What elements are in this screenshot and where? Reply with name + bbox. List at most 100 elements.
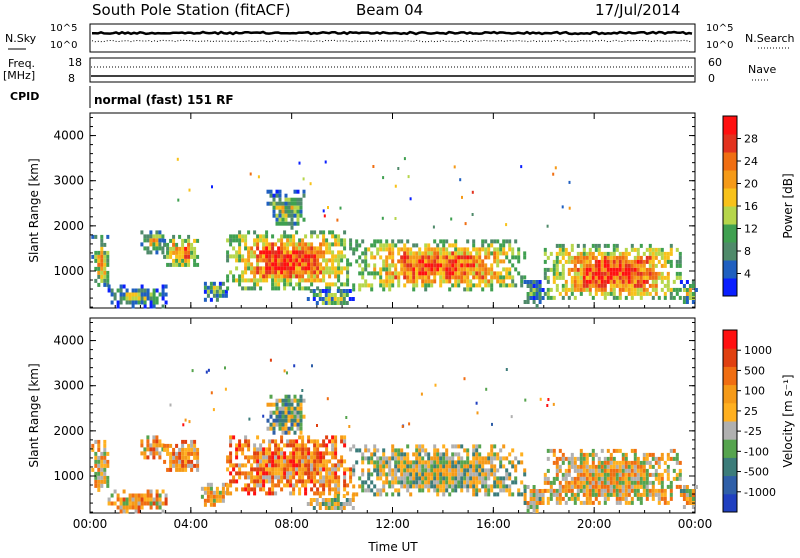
echo-cell xyxy=(685,489,689,493)
echo-cell xyxy=(412,484,416,489)
echo-cell xyxy=(280,262,284,267)
echo-cell xyxy=(633,452,637,457)
echo-cell xyxy=(594,255,598,260)
echo-cell xyxy=(400,472,404,477)
echo-cell xyxy=(146,455,150,460)
echo-cell xyxy=(373,275,377,280)
echo-cell xyxy=(379,243,383,248)
echo-cell xyxy=(290,426,294,431)
echo-cell xyxy=(161,501,165,506)
echo-cell xyxy=(134,292,138,297)
echo-cell xyxy=(172,447,176,452)
echo-cell xyxy=(283,443,287,448)
echo-cell xyxy=(520,279,524,284)
echo-cell xyxy=(328,483,332,488)
echo-cell xyxy=(379,492,383,497)
echo-cell xyxy=(100,246,104,251)
echo-cell xyxy=(418,251,422,256)
echo-cell xyxy=(238,463,242,468)
echo-cell xyxy=(271,258,275,263)
echo-cell xyxy=(284,430,288,435)
echo-cell xyxy=(343,471,347,476)
echo-cell xyxy=(636,468,640,473)
echo-cell xyxy=(454,452,458,457)
echo-cell xyxy=(621,472,625,477)
echo-cell xyxy=(451,243,455,248)
echo-cell xyxy=(427,476,431,481)
echo-cell xyxy=(406,444,410,449)
echo-cell xyxy=(588,275,592,280)
echo-cell xyxy=(345,498,349,502)
echo-cell xyxy=(472,460,476,465)
echo-cell xyxy=(229,234,233,239)
echo-cell xyxy=(573,271,577,276)
echo-cell xyxy=(355,243,359,248)
echo-cell xyxy=(125,300,129,305)
echo-cell xyxy=(627,476,631,481)
echo-cell xyxy=(331,487,335,492)
echo-cell xyxy=(538,296,542,300)
echo-cell xyxy=(457,251,461,256)
echo-cell xyxy=(292,258,296,263)
echo-cell xyxy=(466,472,470,477)
echo-cell xyxy=(481,239,485,244)
echo-cell xyxy=(415,243,419,248)
echo-cell xyxy=(520,452,524,457)
echo-cell xyxy=(232,254,236,259)
echo-cell xyxy=(394,460,398,465)
echo-cell xyxy=(178,467,182,472)
echo-cell xyxy=(250,266,254,271)
echo-cell xyxy=(615,476,619,481)
echo-cell xyxy=(322,230,326,235)
echo-cell xyxy=(460,468,464,473)
echo-cell xyxy=(172,451,176,456)
echo-cell xyxy=(433,263,437,268)
echo-cell xyxy=(546,267,550,272)
echo-cell xyxy=(624,456,628,461)
echo-cell xyxy=(307,274,311,279)
echo-cell xyxy=(343,230,347,235)
echo-cell xyxy=(169,463,173,468)
echo-cell xyxy=(385,472,389,477)
echo-cell xyxy=(296,418,300,423)
echo-cell xyxy=(325,467,329,472)
echo-cell xyxy=(325,286,329,291)
echo-cell xyxy=(418,464,422,469)
echo-cell xyxy=(561,472,565,477)
echo-cell xyxy=(514,480,518,485)
echo-cell xyxy=(397,271,401,276)
echo-cell xyxy=(409,464,413,469)
echo-cell xyxy=(295,254,299,259)
echo-cell xyxy=(567,480,571,485)
echo-cell xyxy=(352,444,356,449)
echo-cell xyxy=(552,452,556,457)
echo-cell xyxy=(302,217,306,222)
echo-cell xyxy=(621,456,625,461)
echo-cell xyxy=(645,476,649,481)
echo-cell xyxy=(588,496,592,501)
echo-cell xyxy=(322,491,326,496)
echo-cell xyxy=(207,368,210,372)
echo-cell xyxy=(558,480,562,485)
echo-cell xyxy=(615,472,619,477)
echo-cell xyxy=(490,484,494,489)
echo-cell xyxy=(191,369,194,373)
echo-cell xyxy=(278,398,282,403)
echo-cell xyxy=(385,263,389,268)
echo-cell xyxy=(304,254,308,259)
echo-cell xyxy=(618,263,622,268)
echo-cell xyxy=(600,271,604,276)
echo-cell xyxy=(271,246,275,251)
echo-cell xyxy=(585,480,589,485)
echo-cell xyxy=(445,472,449,477)
echo-cell xyxy=(146,497,150,502)
echo-cell xyxy=(606,291,610,296)
echo-cell xyxy=(238,246,242,251)
echo-cell xyxy=(391,263,395,268)
echo-cell xyxy=(290,418,294,423)
echo-cell xyxy=(579,267,583,272)
echo-cell xyxy=(253,274,257,279)
echo-cell xyxy=(259,447,263,452)
echo-cell xyxy=(541,288,545,292)
colorbar-tick-label: -100 xyxy=(744,445,769,458)
